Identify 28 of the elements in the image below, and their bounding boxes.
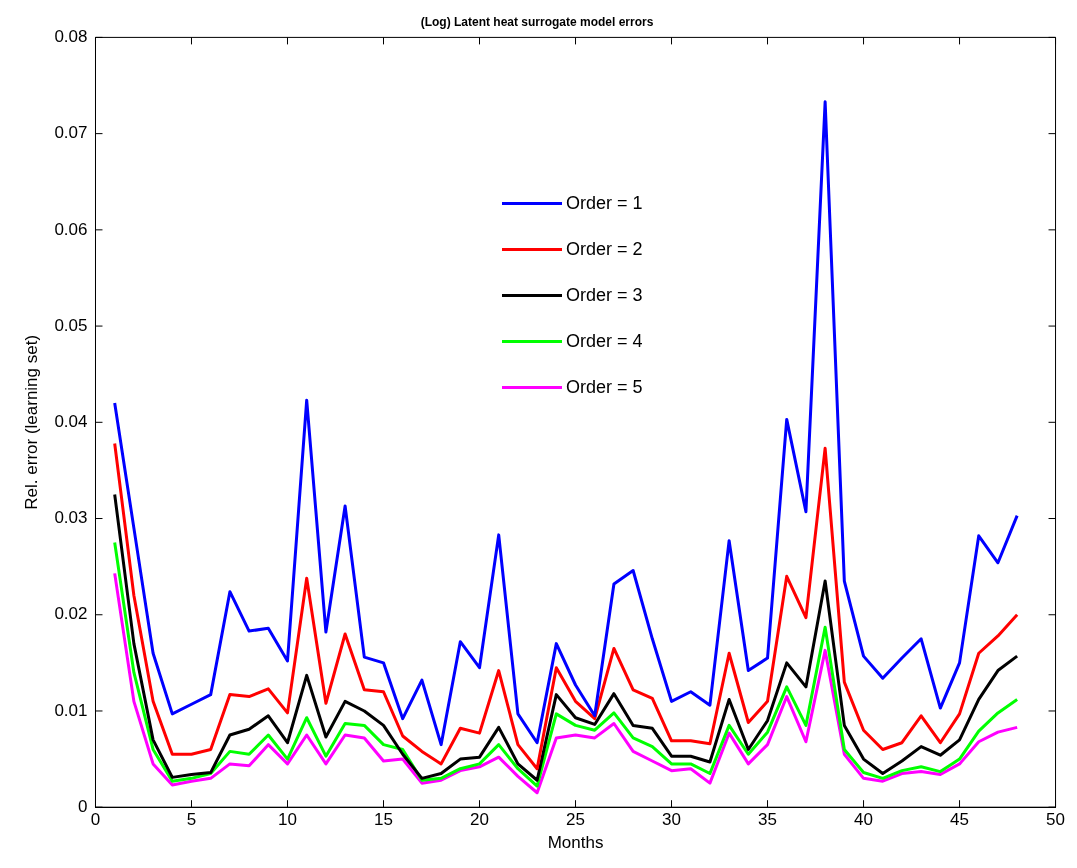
y-tick-label: 0.07 [54, 123, 88, 143]
y-tick-label: 0 [78, 796, 88, 816]
x-tick-label: 20 [470, 810, 489, 830]
y-tick-label: 0.08 [54, 27, 88, 47]
legend-label: Order = 3 [566, 284, 643, 306]
y-axis-title: Rel. error (learning set) [21, 334, 41, 510]
legend-label: Order = 4 [566, 330, 643, 352]
y-tick-label: 0.01 [54, 700, 88, 720]
y-tick-label: 0.03 [54, 508, 88, 528]
chart-title: (Log) Latent heat surrogate model errors [420, 14, 654, 29]
legend-label: Order = 2 [566, 238, 643, 260]
x-tick-label: 35 [758, 810, 777, 830]
x-tick-label: 50 [1046, 810, 1066, 830]
y-tick-label: 0.05 [54, 315, 88, 335]
x-tick-label: 5 [186, 810, 197, 830]
y-tick-label: 0.06 [54, 219, 88, 239]
x-axis-title: Months [547, 833, 604, 853]
x-tick-label: 10 [278, 810, 297, 830]
x-tick-label: 15 [374, 810, 393, 830]
x-tick-label: 40 [854, 810, 873, 830]
x-tick-label: 30 [662, 810, 681, 830]
y-tick-label: 0.04 [54, 411, 88, 431]
legend-label: Order = 5 [566, 376, 643, 398]
y-tick-label: 0.02 [54, 604, 88, 624]
x-tick-label: 45 [950, 810, 969, 830]
x-tick-label: 0 [90, 810, 101, 830]
legend-label: Order = 1 [566, 192, 643, 214]
x-tick-label: 25 [566, 810, 585, 830]
